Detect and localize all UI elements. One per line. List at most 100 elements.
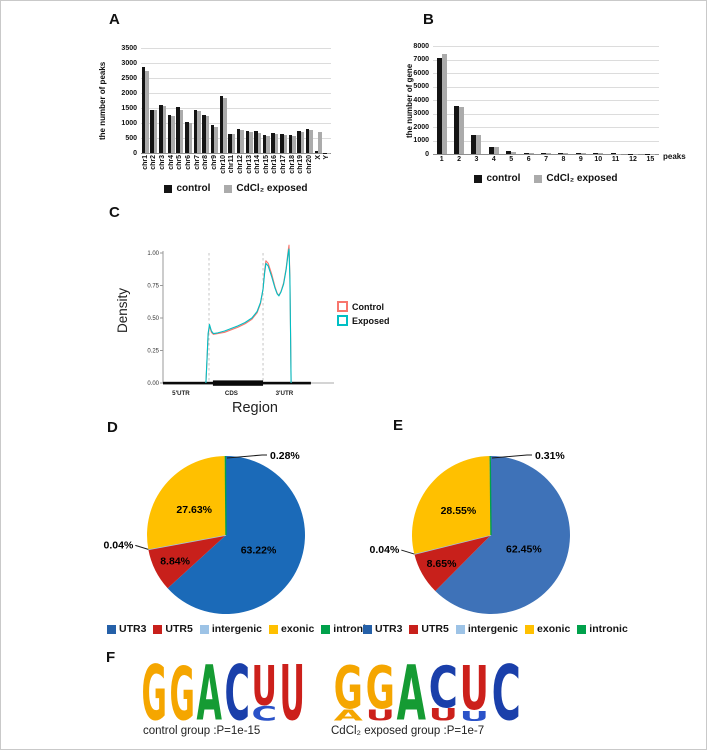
y-tick-label: 0 (425, 150, 429, 158)
pie-slice-exonic (147, 456, 226, 550)
category-group (184, 122, 193, 153)
category-group (520, 152, 537, 154)
y-tick-label: 0.50 (147, 316, 159, 322)
y-tick-label: 0.00 (147, 381, 159, 387)
logo-column: C (224, 650, 251, 737)
logo-column: G (169, 653, 196, 737)
category-group (158, 105, 167, 153)
svg-text:A: A (197, 650, 223, 737)
y-tick-label: 5000 (413, 83, 429, 90)
category-group (468, 134, 485, 154)
category-group (253, 130, 262, 153)
plot-area (141, 48, 331, 154)
x-tick-label: chr1 (141, 155, 149, 170)
svg-text:C: C (224, 650, 249, 737)
panel-label-e: E (393, 417, 404, 434)
pie-legend-item: intergenic (199, 623, 262, 635)
category-group (219, 96, 228, 153)
legend-item: control (164, 183, 210, 194)
bar (162, 105, 167, 153)
x-tick-label: 6 (526, 156, 531, 163)
bar (171, 115, 175, 153)
category-group (572, 153, 589, 154)
category-group (279, 133, 288, 153)
legend-label: CdCl₂ exposed (546, 173, 618, 184)
bar (650, 153, 656, 154)
pie-legend-swatch (321, 624, 331, 634)
legend: control CdCl₂ exposed (116, 183, 356, 194)
category-group (288, 135, 297, 153)
x-tick-label: 1 (439, 156, 444, 163)
pie-legend-item: UTR3 (363, 623, 402, 635)
x-tick-label: Y (323, 155, 331, 160)
bar (266, 136, 270, 153)
gridline (433, 100, 659, 101)
pie-data-label-exonic: 27.63% (176, 504, 212, 516)
pie-slice-intronic (224, 455, 227, 536)
pie-data-label-exonic: 28.55% (441, 505, 477, 517)
category-group (607, 153, 624, 154)
logo-letter-C: C (224, 650, 249, 737)
callout-leader (491, 454, 532, 459)
bar (202, 114, 206, 153)
logo-letter-U: U (252, 654, 277, 717)
panel-label-a: A (109, 11, 120, 28)
gridline (433, 86, 659, 88)
svg-text:G: G (169, 653, 194, 737)
category-group (305, 129, 314, 153)
svg-text:G: G (365, 653, 394, 722)
e-legend: UTR3 UTR5 intergenic exonic intronic (363, 623, 628, 635)
bar (615, 153, 621, 154)
bar (280, 133, 284, 153)
logo-column: A (396, 650, 427, 738)
legend: control CdCl₂ exposed (408, 173, 684, 184)
panel-b-gene-bar-chart: the number of gene peaks 0 1000 2000 3000 40… (396, 13, 706, 198)
gridline (433, 73, 659, 74)
bar (159, 105, 163, 153)
pie-data-label-UTR3: 63.22% (241, 544, 277, 556)
c-density-plot: 0.00 0.25 0.50 0.75 1.00 5'UTR CDS 3'UTR (147, 244, 334, 397)
legend-swatch (474, 174, 483, 183)
x-tick-slot: 12 (624, 156, 641, 166)
bar (471, 134, 477, 154)
bar (176, 107, 180, 153)
svg-text:C: C (491, 650, 520, 738)
logo-letter-U: U (460, 655, 489, 725)
category-group (245, 131, 254, 153)
x-tick-label: X (314, 155, 322, 160)
pie-legend-item: exonic (525, 623, 570, 635)
bar (511, 151, 517, 154)
pie-legend-swatch (107, 624, 116, 634)
c-legend-label: Exposed (352, 315, 390, 326)
logo-letter-U: U (365, 707, 394, 725)
category-group (271, 132, 280, 153)
category-group (176, 107, 185, 153)
f-caption-exposed: CdCl₂ exposed group :P=1e-7 (331, 725, 485, 737)
bar (197, 111, 201, 153)
d-legend: UTR3 UTR5 intergenic exonic intronic (107, 623, 372, 635)
x-tick-label: 15 (646, 156, 655, 163)
logo-letter-G: G (365, 653, 394, 722)
pie-slice-exonic (411, 456, 491, 554)
pie-data-label-intergenic: 0.04% (104, 539, 134, 551)
bar (645, 153, 651, 154)
bar (283, 135, 288, 153)
c-legend: Control Exposed (337, 301, 390, 326)
bar (323, 152, 327, 153)
x-tick-label: 4 (491, 156, 496, 163)
x-tick-label: chr19 (297, 155, 305, 174)
x-tick-label: chr5 (176, 155, 184, 170)
bar (274, 134, 279, 153)
logo-letter-C: C (252, 702, 277, 725)
callout-leader (226, 454, 267, 459)
svg-text:G: G (334, 653, 363, 722)
callout-leader (135, 544, 149, 550)
x-tick-label: 12 (629, 156, 637, 163)
bar (575, 153, 581, 154)
logo-column: U (279, 650, 306, 737)
pie-data-label-intergenic: 0.04% (370, 544, 400, 556)
logo-letter-G: G (142, 650, 167, 737)
callout-leader (401, 549, 415, 555)
x-tick-label: 11 (611, 156, 620, 163)
